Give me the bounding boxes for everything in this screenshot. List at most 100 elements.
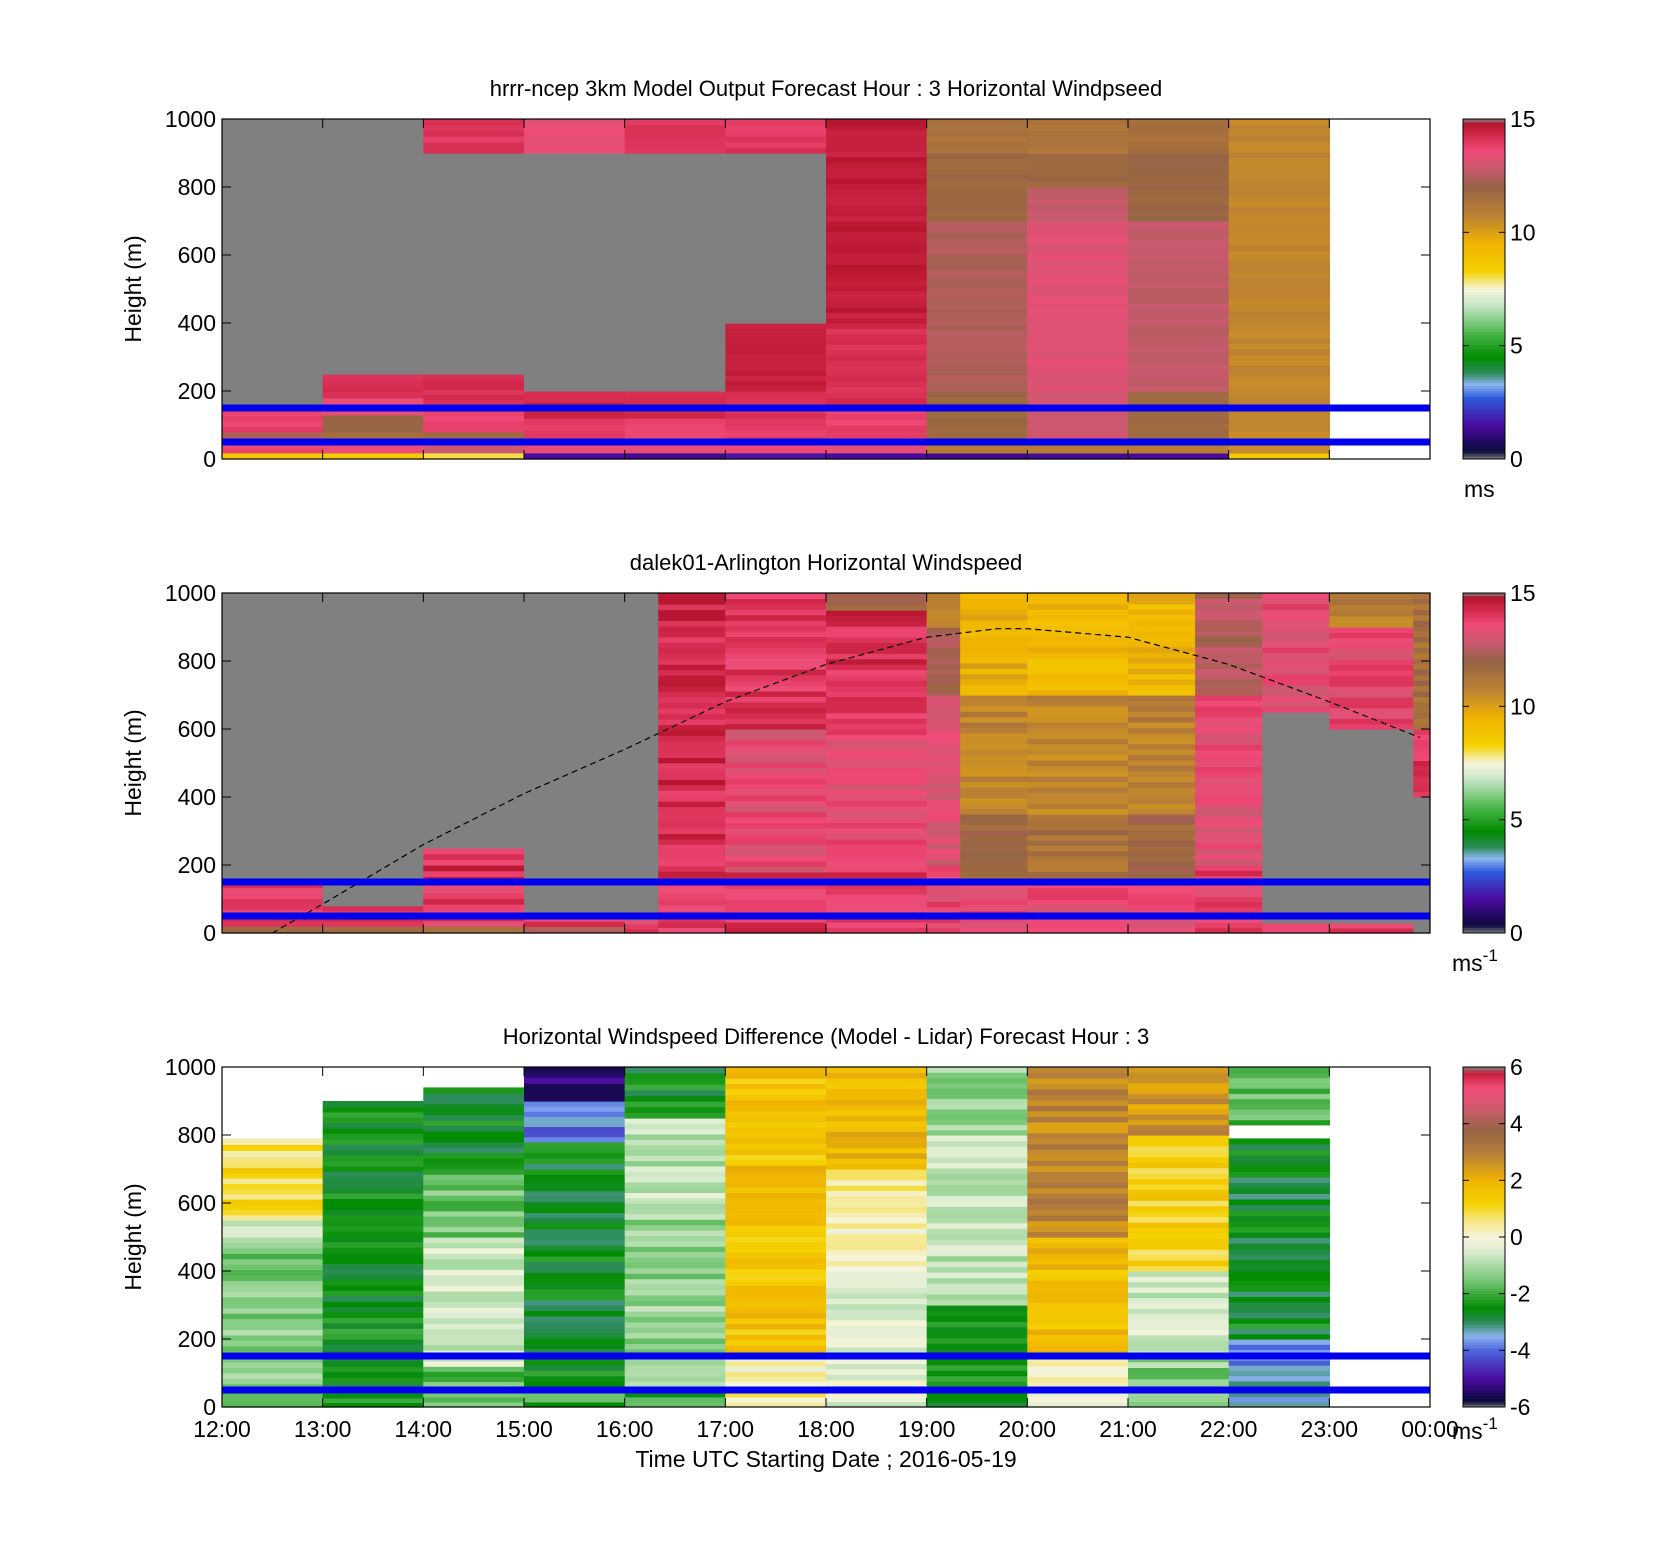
- heatmap-cell: [222, 756, 324, 763]
- heatmap-cell: [222, 415, 324, 422]
- heatmap-cell: [725, 1110, 827, 1117]
- heatmap-cell: [322, 926, 424, 934]
- heatmap-cell: [423, 1125, 525, 1132]
- colorbar-swatch: [1463, 450, 1505, 454]
- heatmap-cell: [1228, 1119, 1330, 1126]
- heatmap-cell: [222, 119, 324, 125]
- heatmap-cell: [1228, 1182, 1330, 1189]
- heatmap-cell: [826, 680, 928, 687]
- heatmap-cell: [222, 232, 324, 239]
- heatmap-cell: [524, 1196, 626, 1203]
- colorbar-swatch: [1463, 410, 1505, 415]
- heatmap-cell: [322, 1328, 424, 1335]
- colorbar-swatch: [1463, 675, 1505, 679]
- heatmap-cell: [624, 1240, 726, 1247]
- heatmap-cell: [624, 778, 659, 784]
- colorbar-swatch: [1463, 170, 1505, 174]
- heatmap-cell: [1329, 836, 1414, 843]
- colorbar-swatch: [1463, 164, 1505, 168]
- heatmap-cell: [322, 787, 424, 794]
- colorbar-swatch: [1463, 1078, 1505, 1082]
- heatmap-cell: [1228, 1098, 1330, 1105]
- heatmap-cell: [926, 826, 961, 833]
- heatmap-cell: [960, 609, 1028, 616]
- heatmap-cell: [423, 1174, 525, 1180]
- heatmap-cell: [960, 705, 1028, 712]
- heatmap-cell: [960, 641, 1028, 648]
- heatmap-cell: [222, 1138, 324, 1145]
- colorbar-swatch: [1463, 405, 1505, 409]
- colorbar-swatch: [1463, 1126, 1505, 1130]
- heatmap-cell: [826, 425, 928, 432]
- heatmap-cell: [926, 1222, 1028, 1229]
- colorbar-swatch: [1463, 1123, 1505, 1127]
- heatmap-cell: [926, 610, 961, 617]
- heatmap-cell: [624, 250, 726, 257]
- heatmap-cell: [926, 706, 961, 713]
- colorbar-swatch: [1463, 726, 1505, 730]
- heatmap-cell: [624, 696, 659, 703]
- heatmap-cell: [725, 1268, 827, 1275]
- heatmap-cell: [524, 1332, 626, 1339]
- heatmap-cell: [222, 1400, 324, 1408]
- heatmap-cell: [960, 861, 1028, 867]
- heatmap-cell: [725, 306, 827, 313]
- heatmap-cell: [1195, 744, 1263, 751]
- heatmap-cell: [624, 647, 659, 654]
- heatmap-cell: [524, 1370, 626, 1377]
- heatmap-cell: [423, 1231, 525, 1238]
- heatmap-cell: [1228, 283, 1330, 290]
- heatmap-cell: [1262, 927, 1330, 934]
- heatmap-cell: [524, 234, 626, 241]
- heatmap-cell: [826, 129, 928, 136]
- heatmap-cell: [926, 136, 1028, 143]
- heatmap-cell: [826, 1190, 928, 1197]
- heatmap-cell: [423, 625, 525, 632]
- heatmap-cell: [1228, 119, 1330, 126]
- heatmap-cell: [725, 751, 827, 758]
- heatmap-cell: [1128, 396, 1230, 403]
- heatmap-cell: [1027, 792, 1129, 799]
- heatmap-cell: [725, 290, 827, 297]
- heatmap-cell: [926, 1266, 1028, 1273]
- colorbar-swatch: [1463, 1239, 1505, 1244]
- heatmap-cell: [658, 598, 726, 605]
- heatmap-cell: [1413, 723, 1431, 730]
- heatmap-cell: [1195, 614, 1263, 621]
- heatmap-cell: [423, 1103, 525, 1110]
- x-tick-label: 15:00: [495, 1416, 553, 1442]
- heatmap-cell: [1027, 630, 1129, 637]
- heatmap-cell: [624, 1284, 726, 1290]
- heatmap-cell: [1228, 162, 1330, 169]
- heatmap-cell: [1228, 146, 1330, 153]
- heatmap-cell: [423, 870, 525, 877]
- heatmap-cell: [926, 1082, 1028, 1089]
- heatmap-cell: [1128, 1189, 1230, 1196]
- heatmap-cell: [524, 883, 626, 890]
- heatmap-cell: [1128, 1249, 1230, 1256]
- heatmap-cell: [222, 854, 324, 861]
- heatmap-cell: [1128, 1077, 1230, 1084]
- heatmap-cell: [1027, 1366, 1129, 1372]
- heatmap-cell: [524, 364, 626, 370]
- colorbar-swatch: [1463, 740, 1505, 744]
- heatmap-cell: [423, 750, 525, 757]
- heatmap-cell: [725, 712, 827, 719]
- heatmap-cell: [960, 684, 1028, 691]
- heatmap-cell: [222, 334, 324, 341]
- heatmap-cell: [624, 826, 659, 833]
- heatmap-cell: [624, 832, 659, 839]
- heatmap-cell: [1228, 1088, 1330, 1094]
- heatmap-cell: [1128, 598, 1196, 605]
- heatmap-cell: [1027, 385, 1129, 392]
- heatmap-cell: [658, 647, 726, 654]
- heatmap-cell: [960, 646, 1028, 653]
- colorbar-swatch: [1463, 371, 1505, 375]
- colorbar-swatch: [1463, 621, 1505, 625]
- heatmap-cell: [926, 1364, 1028, 1371]
- heatmap-cell: [423, 282, 525, 289]
- heatmap-cell: [725, 1159, 827, 1166]
- heatmap-cell: [322, 222, 424, 229]
- heatmap-cell: [1027, 297, 1129, 304]
- heatmap-cell: [222, 366, 324, 373]
